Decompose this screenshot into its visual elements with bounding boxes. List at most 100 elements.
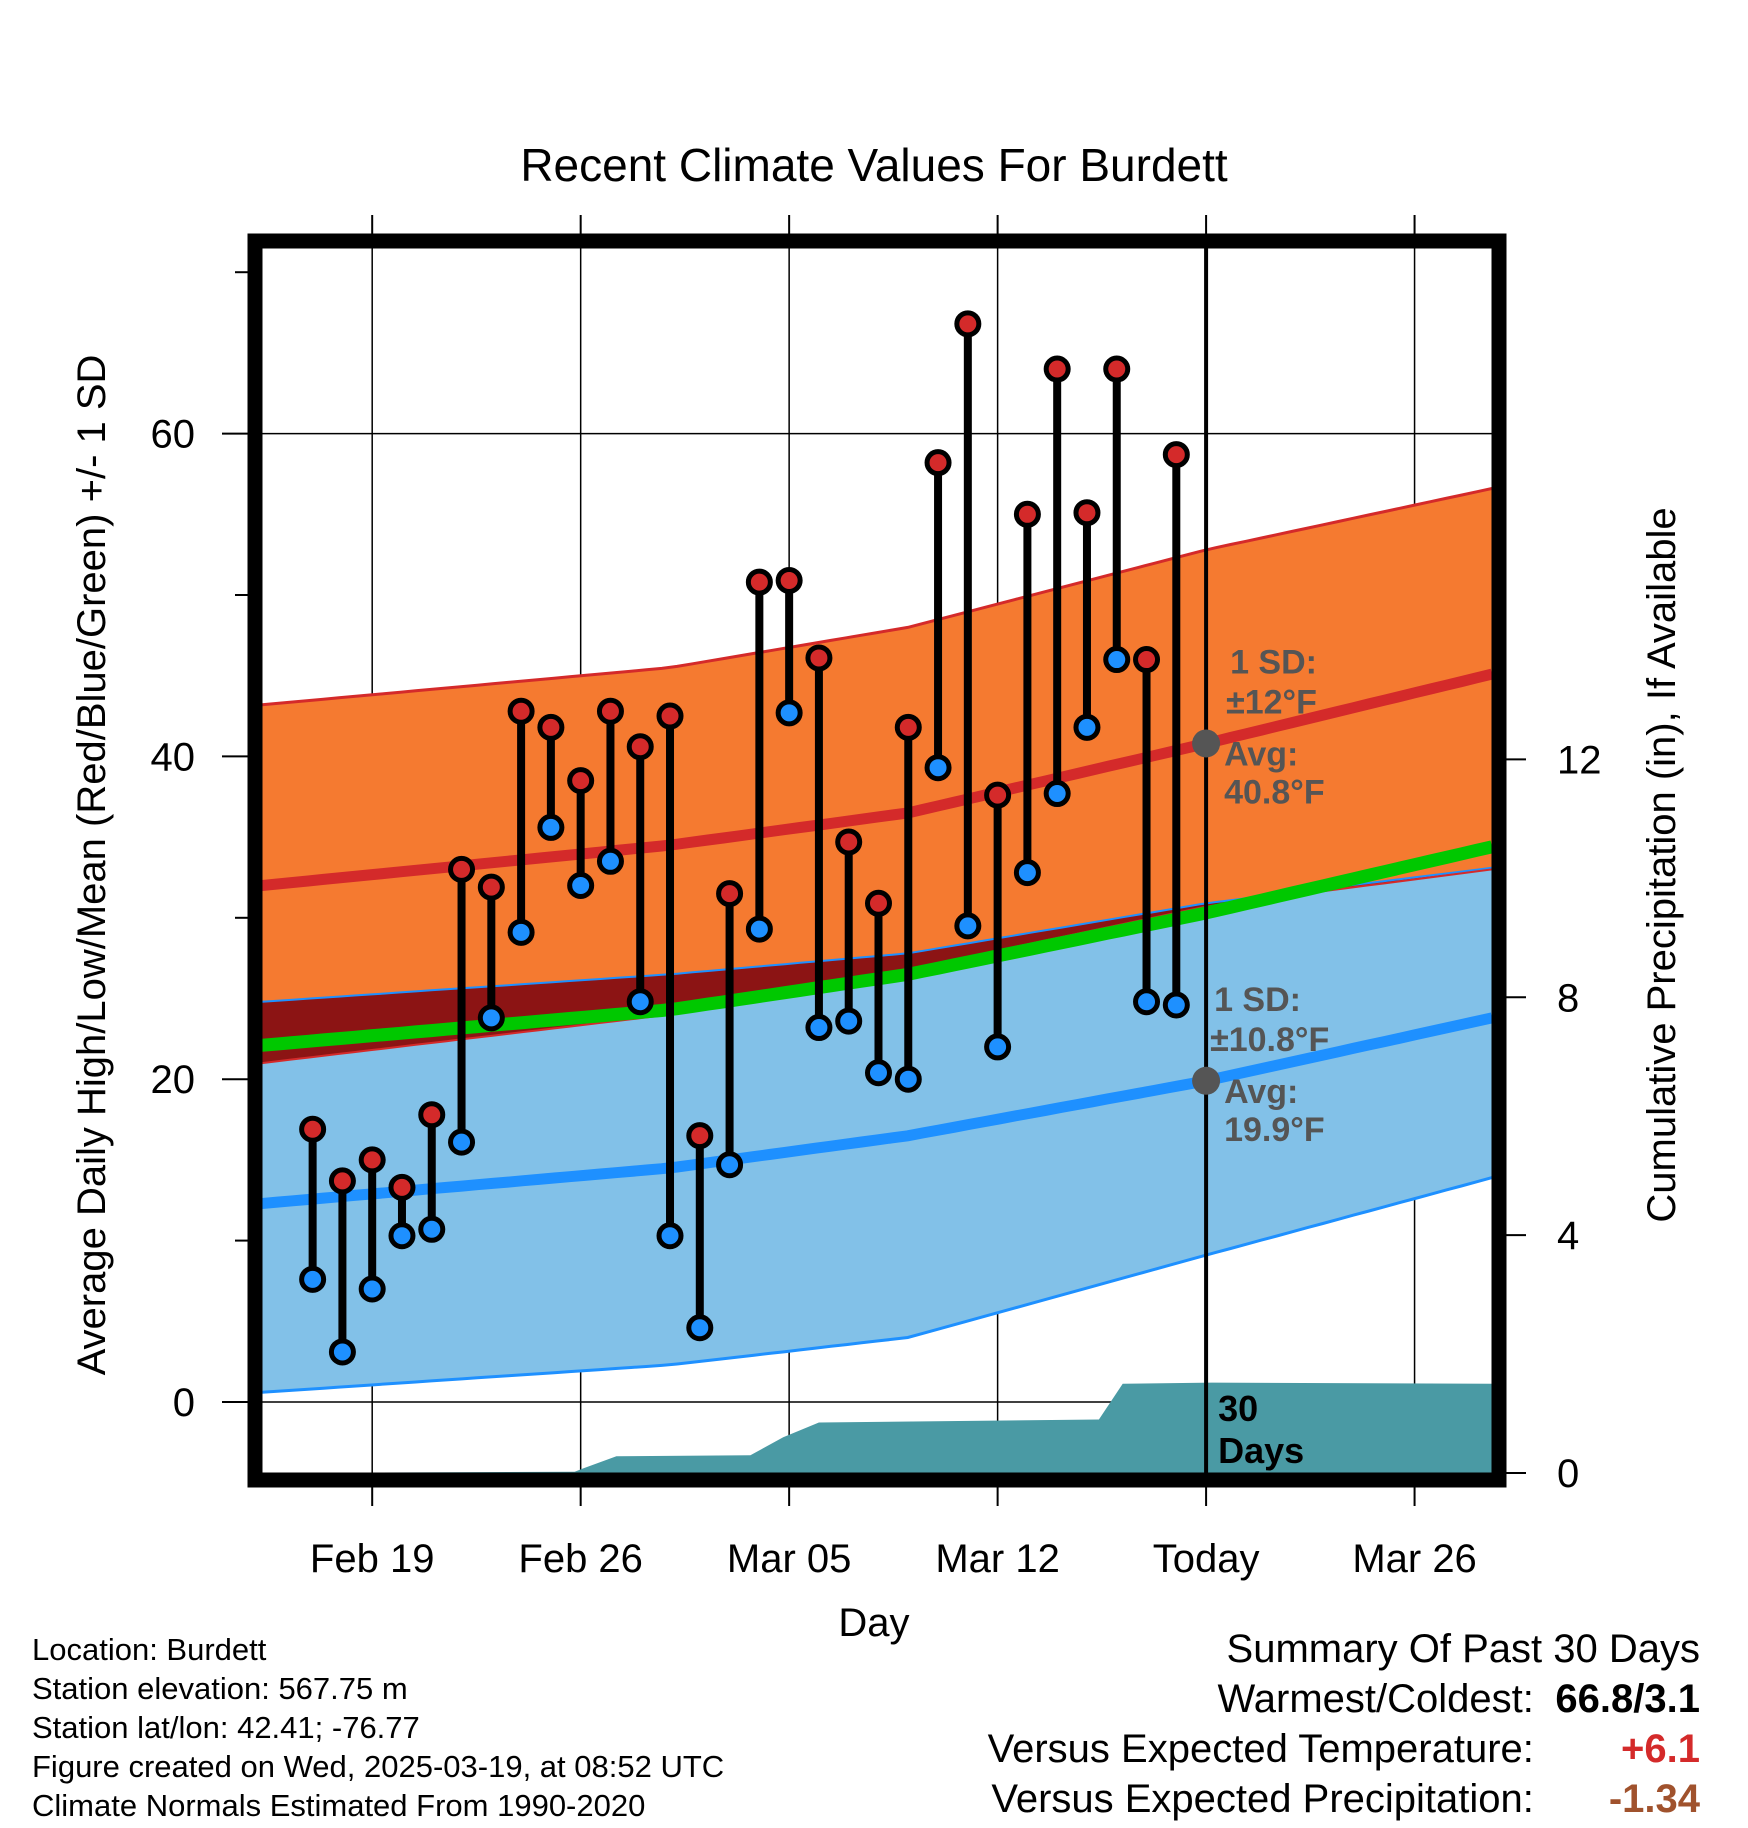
daily-low-point xyxy=(775,699,803,727)
precip-value: -1.34 xyxy=(1608,1777,1700,1821)
daily-low-point xyxy=(1073,713,1101,741)
days-count-label: 30 xyxy=(1218,1388,1258,1429)
summary-precip-row: Versus Expected Precipitation: -1.34 xyxy=(988,1774,1700,1824)
summary-title: Summary Of Past 30 Days xyxy=(1226,1627,1700,1671)
summary-warm-row: Warmest/Coldest: 66.8/3.1 xyxy=(988,1674,1701,1724)
warm-label: Warmest/Coldest: xyxy=(1217,1677,1534,1721)
daily-low-point xyxy=(1043,780,1071,808)
x-axis-label: Day xyxy=(838,1601,909,1645)
x-tick-label: Mar 12 xyxy=(935,1537,1060,1581)
daily-low-point xyxy=(864,1059,892,1087)
daily-low-point xyxy=(1133,988,1161,1016)
daily-low-point xyxy=(299,1265,327,1293)
daily-low-point xyxy=(567,872,595,900)
high-sd-band xyxy=(262,488,1492,1002)
daily-high-point xyxy=(1103,355,1131,383)
daily-low-point xyxy=(328,1338,356,1366)
daily-low-point xyxy=(745,915,773,943)
y-tick-label: 20 xyxy=(151,1058,196,1102)
daily-high-point xyxy=(924,449,952,477)
high-sd-label: 1 SD: xyxy=(1230,643,1317,681)
x-tick-label: Mar 05 xyxy=(727,1537,852,1581)
daily-high-point xyxy=(745,568,773,596)
temp-value: +6.1 xyxy=(1621,1727,1700,1771)
high-avg-label: Avg: xyxy=(1224,735,1298,773)
x-tick-label: Mar 26 xyxy=(1352,1537,1477,1581)
y-tick-label: 40 xyxy=(151,735,196,779)
daily-low-point xyxy=(388,1222,416,1250)
daily-high-point xyxy=(716,880,744,908)
daily-low-point xyxy=(924,754,952,782)
plot-border xyxy=(247,233,1507,1488)
daily-low-point xyxy=(1013,859,1041,887)
y2-tick-label: 0 xyxy=(1557,1452,1579,1496)
daily-low-point xyxy=(686,1314,714,1342)
daily-high-point xyxy=(358,1146,386,1174)
daily-high-point xyxy=(1133,646,1161,674)
y2-tick-label: 12 xyxy=(1557,738,1602,782)
daily-low-point xyxy=(507,918,535,946)
daily-high-point xyxy=(507,697,535,725)
summary-temp-row: Versus Expected Temperature: +6.1 xyxy=(988,1724,1700,1774)
high-upper-edge xyxy=(262,487,1492,707)
daily-high-point xyxy=(656,702,684,730)
daily-high-point xyxy=(864,889,892,917)
daily-low-point xyxy=(805,1014,833,1042)
daily-high-point xyxy=(775,566,803,594)
location-text: Location: Burdett xyxy=(32,1632,267,1667)
chart-title: Recent Climate Values For Burdett xyxy=(520,139,1228,191)
daily-high-point xyxy=(894,713,922,741)
warm-value: 66.8/3.1 xyxy=(1555,1677,1700,1721)
daily-high-point xyxy=(299,1115,327,1143)
daily-high-point xyxy=(835,828,863,856)
plot-frame xyxy=(247,233,1507,1488)
daily-low-point xyxy=(984,1033,1012,1061)
created-text: Figure created on Wed, 2025-03-19, at 08… xyxy=(32,1749,725,1784)
daily-low-point xyxy=(1162,991,1190,1019)
low-avg-label: Avg: xyxy=(1224,1073,1298,1111)
daily-high-point xyxy=(448,855,476,883)
station-info: Location: Burdett Station elevation: 567… xyxy=(32,1630,724,1825)
summary-panel: Summary Of Past 30 Days Warmest/Coldest:… xyxy=(988,1624,1700,1824)
daily-low-point xyxy=(1103,646,1131,674)
daily-high-point xyxy=(596,697,624,725)
y2-tick-label: 4 xyxy=(1557,1214,1579,1258)
daily-high-point xyxy=(1073,499,1101,527)
daily-low-point xyxy=(954,912,982,940)
low-lower-edge xyxy=(262,1176,1492,1394)
precipitation-fill xyxy=(262,1382,1492,1473)
daily-high-point xyxy=(1043,355,1071,383)
y-tick-label: 0 xyxy=(173,1381,195,1425)
low-avg-dot xyxy=(1192,1066,1221,1095)
axes: Feb 19 Feb 26 Mar 05 Mar 12 Today Mar 2602040… xyxy=(151,215,1602,1581)
precip-label: Versus Expected Precipitation: xyxy=(991,1777,1534,1821)
daily-high-point xyxy=(686,1122,714,1150)
daily-high-point xyxy=(626,733,654,761)
daily-low-point xyxy=(716,1151,744,1179)
high-sd-value: ±12°F xyxy=(1226,683,1317,721)
days-word-label: Days xyxy=(1218,1430,1304,1471)
daily-low-point xyxy=(537,813,565,841)
daily-bars xyxy=(299,310,1190,1366)
daily-low-point xyxy=(477,1004,505,1032)
daily-high-point xyxy=(984,781,1012,809)
daily-low-point xyxy=(894,1065,922,1093)
low-avg-line xyxy=(262,1012,1492,1209)
low-avg-value: 19.9°F xyxy=(1224,1111,1325,1149)
daily-low-point xyxy=(835,1007,863,1035)
daily-high-point xyxy=(1162,441,1190,469)
daily-high-point xyxy=(388,1173,416,1201)
temp-label: Versus Expected Temperature: xyxy=(987,1727,1534,1771)
daily-low-point xyxy=(596,847,624,875)
daily-low-point xyxy=(626,988,654,1016)
daily-low-point xyxy=(358,1275,386,1303)
daily-high-point xyxy=(477,873,505,901)
high-avg-value: 40.8°F xyxy=(1224,773,1325,811)
low-sd-label: 1 SD: xyxy=(1214,981,1301,1019)
y2-axis-label: Cumulative Precipitation (in), If Availa… xyxy=(1640,507,1684,1222)
y-axis-label: Average Daily High/Low/Mean (Red/Blue/Gr… xyxy=(70,355,114,1376)
normals-text: Climate Normals Estimated From 1990-2020 xyxy=(32,1788,646,1823)
x-tick-label: Today xyxy=(1153,1537,1260,1581)
